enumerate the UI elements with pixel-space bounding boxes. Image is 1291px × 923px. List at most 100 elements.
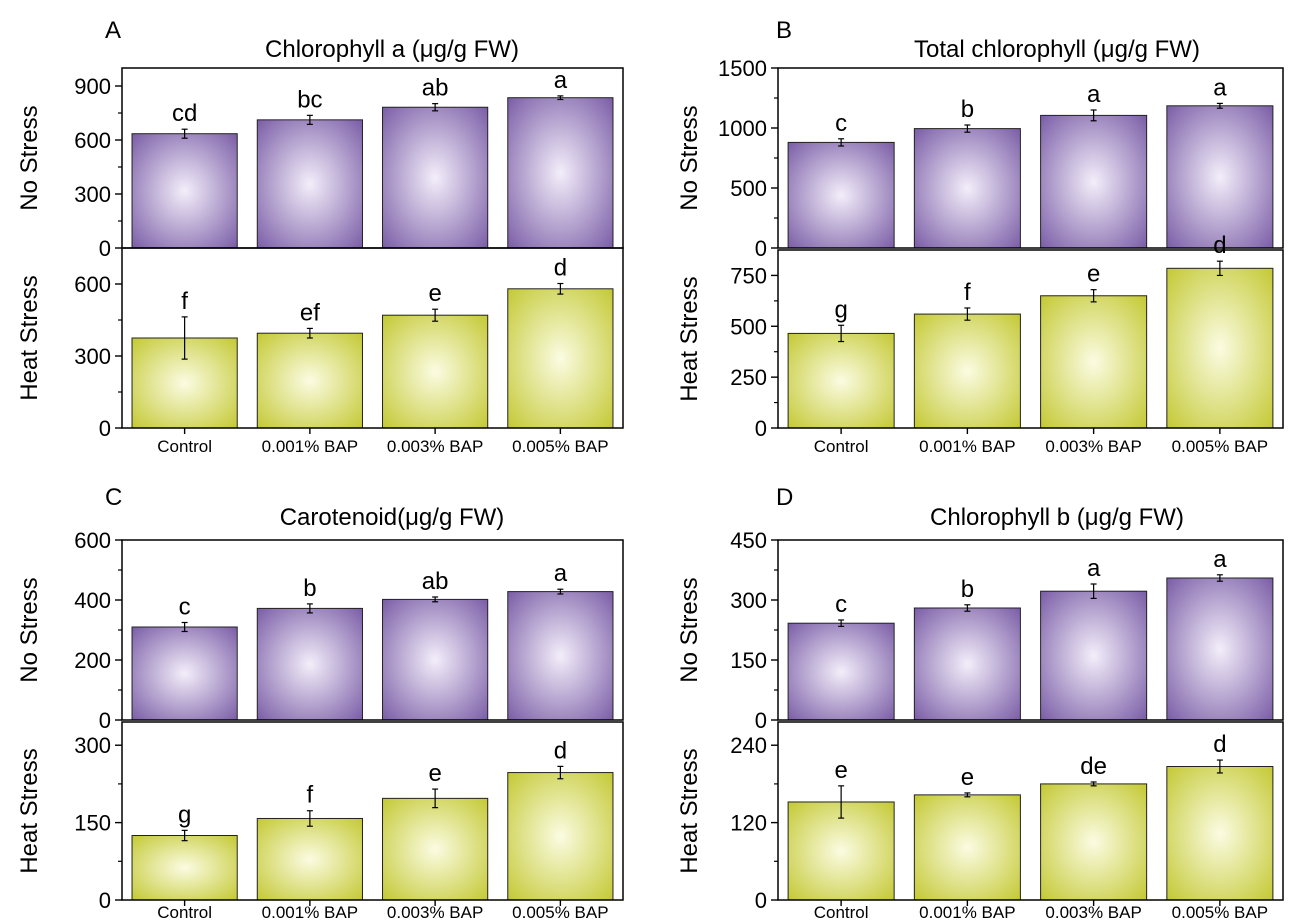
panel-a: A Chlorophyll a (μg/g FW) cd bc ab a 0 300 600 90… — [16, 17, 624, 456]
significance-letter: ab — [422, 568, 449, 595]
bar — [382, 314, 489, 429]
subplot-heat-stress: f ef e d 0 300 600 Heat Stress — [16, 247, 624, 441]
x-category-label: 0.005% BAP — [1172, 903, 1268, 922]
significance-letter: e — [1087, 261, 1100, 288]
significance-letter: b — [961, 576, 974, 603]
significance-letter: f — [307, 782, 314, 809]
y-tick-label: 900 — [74, 74, 111, 99]
bar — [913, 128, 1021, 249]
significance-letter: c — [179, 594, 191, 621]
plot-frame — [777, 721, 1284, 901]
y-tick-label: 150 — [730, 648, 767, 673]
panel-title: Carotenoid(μg/g FW) — [280, 504, 505, 531]
y-tick-label: 0 — [99, 888, 111, 913]
significance-letter: ab — [422, 75, 449, 102]
significance-letter: a — [1213, 546, 1227, 573]
bar — [1166, 105, 1274, 249]
y-tick-label: 450 — [730, 528, 767, 553]
plot-frame — [121, 721, 624, 901]
x-category-label: 0.003% BAP — [1045, 437, 1141, 456]
significance-letter: bc — [297, 86, 322, 113]
x-category-label: Control — [814, 903, 869, 922]
significance-letter: e — [961, 764, 974, 791]
y-tick-label: 750 — [730, 263, 767, 288]
y-axis-label: No Stress — [16, 105, 43, 210]
y-tick-label: 1500 — [718, 56, 767, 81]
panel-letter: A — [105, 17, 121, 44]
x-category-label: 0.005% BAP — [512, 437, 608, 456]
bar — [131, 835, 238, 901]
y-tick-label: 600 — [74, 528, 111, 553]
x-category-label: Control — [157, 437, 212, 456]
panel-c: C Carotenoid(μg/g FW) c b ab a 0 200 400 600 No St… — [16, 484, 624, 922]
significance-letter: c — [835, 591, 847, 618]
y-tick-label: 400 — [74, 588, 111, 613]
bar — [256, 119, 363, 249]
bar — [1040, 114, 1148, 249]
bar — [507, 772, 614, 901]
bar — [382, 106, 489, 249]
bar — [256, 607, 363, 721]
bar — [1166, 766, 1274, 901]
plot-frame — [777, 249, 1284, 429]
y-axis-label: No Stress — [676, 577, 703, 682]
y-tick-label: 0 — [755, 416, 767, 441]
x-category-label: 0.001% BAP — [919, 903, 1015, 922]
significance-letter: e — [834, 757, 847, 784]
y-axis-label: Heat Stress — [16, 275, 43, 400]
bar — [913, 794, 1021, 901]
bar — [1166, 267, 1274, 429]
panel-title: Total chlorophyll (μg/g FW) — [914, 36, 1200, 63]
x-category-label: 0.001% BAP — [919, 437, 1015, 456]
significance-letter: a — [554, 560, 568, 587]
subplot-no-stress: cd bc ab a 0 300 600 900 No Stress — [16, 67, 624, 261]
x-category-label: Control — [157, 903, 212, 922]
subplot-heat-stress: g f e d 0 150 300 Heat Stress — [16, 721, 624, 913]
y-tick-label: 600 — [74, 128, 111, 153]
significance-letter: a — [1213, 74, 1227, 101]
y-tick-label: 0 — [99, 416, 111, 441]
bar — [913, 313, 1021, 429]
x-category-label: 0.003% BAP — [1045, 903, 1141, 922]
panel-letter: B — [776, 17, 792, 44]
subplot-no-stress: c b a a 0 500 1000 1500 No Stress — [676, 56, 1284, 261]
panel-d: D Chlorophyll b (μg/g FW) c b a a 0 150 300 450 No… — [676, 484, 1284, 922]
bar — [913, 607, 1021, 721]
x-category-label: 0.005% BAP — [512, 903, 608, 922]
panel-title: Chlorophyll b (μg/g FW) — [930, 504, 1184, 531]
y-tick-label: 300 — [730, 588, 767, 613]
significance-letter: e — [428, 280, 441, 307]
significance-letter: b — [961, 96, 974, 123]
y-tick-label: 0 — [99, 236, 111, 261]
y-tick-label: 150 — [74, 811, 111, 836]
subplot-heat-stress: g f e d 0 250 500 750 Heat Stress — [676, 232, 1284, 441]
y-tick-label: 600 — [74, 272, 111, 297]
y-tick-label: 300 — [74, 182, 111, 207]
x-category-label: 0.001% BAP — [262, 903, 358, 922]
significance-letter: a — [1087, 81, 1101, 108]
y-tick-label: 500 — [730, 314, 767, 339]
y-tick-label: 300 — [74, 733, 111, 758]
significance-letter: g — [178, 801, 191, 828]
significance-letter: b — [303, 575, 316, 602]
y-tick-label: 240 — [730, 733, 767, 758]
bar — [256, 332, 363, 429]
significance-letter: g — [834, 296, 847, 323]
y-tick-label: 0 — [755, 236, 767, 261]
significance-letter: f — [964, 279, 971, 306]
bar — [1040, 295, 1148, 429]
x-category-label: 0.003% BAP — [387, 437, 483, 456]
y-axis-label: Heat Stress — [676, 276, 703, 401]
y-tick-label: 0 — [755, 888, 767, 913]
bar — [507, 591, 614, 721]
bar — [787, 332, 895, 429]
bar — [131, 133, 238, 249]
bar — [787, 622, 895, 721]
x-category-label: Control — [814, 437, 869, 456]
bar — [787, 141, 895, 249]
subplot-no-stress: c b a a 0 150 300 450 No Stress — [676, 528, 1284, 733]
bar — [507, 288, 614, 429]
y-tick-label: 0 — [755, 708, 767, 733]
panel-title: Chlorophyll a (μg/g FW) — [265, 36, 519, 63]
